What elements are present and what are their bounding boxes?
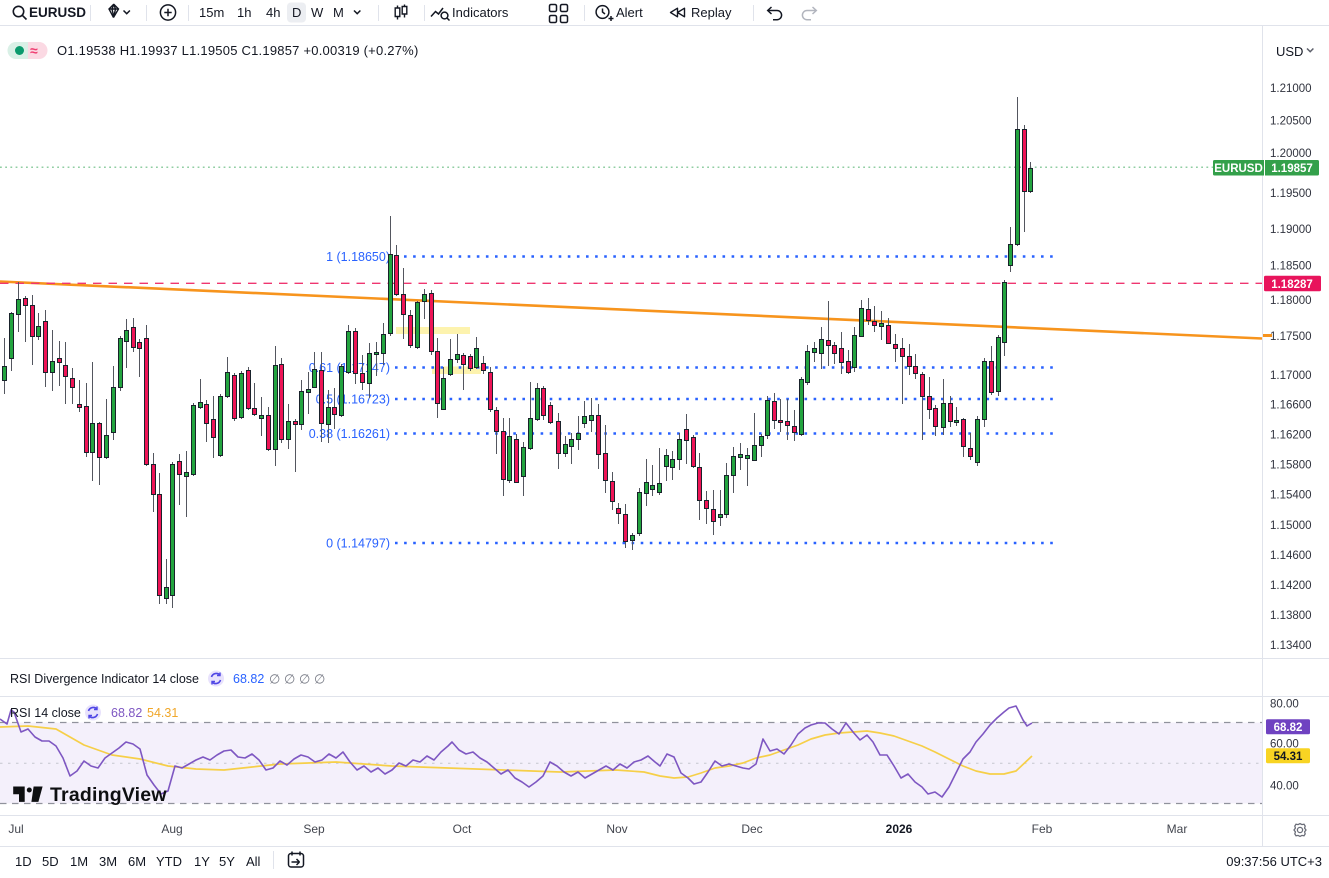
svg-text:40.00: 40.00 (1270, 781, 1299, 793)
svg-text:0.38 (1.16261): 0.38 (1.16261) (309, 427, 390, 441)
svg-text:RSI Divergence Indicator 14 cl: RSI Divergence Indicator 14 close (10, 672, 199, 686)
svg-text:USD: USD (1276, 44, 1303, 59)
svg-text:1 (1.18650): 1 (1.18650) (326, 250, 390, 264)
svg-text:Mar: Mar (1167, 822, 1188, 836)
svg-text:54.31: 54.31 (1274, 751, 1303, 763)
svg-text:M: M (333, 5, 344, 20)
svg-text:EURUSD: EURUSD (1214, 163, 1263, 175)
svg-text:∅: ∅ (284, 672, 295, 687)
svg-text:1.15000: 1.15000 (1270, 520, 1312, 532)
svg-text:1.18500: 1.18500 (1270, 261, 1312, 273)
svg-text:1.19857: 1.19857 (1271, 163, 1313, 175)
svg-text:1.18287: 1.18287 (1271, 279, 1313, 291)
svg-text:Sep: Sep (303, 822, 325, 836)
svg-text:Indicators: Indicators (452, 5, 509, 20)
svg-text:1.15400: 1.15400 (1270, 490, 1312, 502)
svg-text:54.31: 54.31 (147, 706, 178, 720)
svg-text:1h: 1h (237, 5, 251, 20)
svg-text:1.17000: 1.17000 (1270, 370, 1312, 382)
svg-text:Dec: Dec (741, 822, 762, 836)
svg-text:1.20500: 1.20500 (1270, 116, 1312, 128)
svg-text:Aug: Aug (161, 822, 182, 836)
svg-text:≈: ≈ (30, 43, 38, 59)
svg-text:D: D (292, 5, 301, 20)
svg-text:68.82: 68.82 (1274, 722, 1303, 734)
svg-text:60.00: 60.00 (1270, 739, 1299, 751)
svg-text:EURUSD: EURUSD (29, 5, 86, 20)
svg-text:W: W (311, 5, 324, 20)
svg-text:∅: ∅ (299, 672, 310, 687)
svg-text:1.16200: 1.16200 (1270, 430, 1312, 442)
svg-text:1Y: 1Y (194, 854, 210, 869)
svg-text:YTD: YTD (156, 854, 182, 869)
svg-text:0 (1.14797): 0 (1.14797) (326, 537, 390, 551)
svg-text:1M: 1M (70, 854, 88, 869)
svg-text:1.18000: 1.18000 (1270, 295, 1312, 307)
svg-text:1.14200: 1.14200 (1270, 580, 1312, 592)
svg-text:6M: 6M (128, 854, 146, 869)
svg-text:1.21000: 1.21000 (1270, 83, 1312, 95)
svg-text:1.16600: 1.16600 (1270, 400, 1312, 412)
svg-text:1.17500: 1.17500 (1270, 331, 1312, 343)
svg-text:Feb: Feb (1032, 822, 1053, 836)
svg-text:09:37:56 UTC+3: 09:37:56 UTC+3 (1226, 854, 1322, 869)
svg-text:15m: 15m (199, 5, 224, 20)
svg-text:Replay: Replay (691, 5, 732, 20)
svg-text:80.00: 80.00 (1270, 699, 1299, 711)
svg-text:5Y: 5Y (219, 854, 235, 869)
svg-text:1.20000: 1.20000 (1270, 148, 1312, 160)
svg-text:1.19500: 1.19500 (1270, 188, 1312, 200)
svg-text:∅: ∅ (269, 672, 280, 687)
svg-text:1.15800: 1.15800 (1270, 460, 1312, 472)
svg-text:∅: ∅ (314, 672, 325, 687)
svg-text:O1.19538 H1.19937 L1.19505 C1.: O1.19538 H1.19937 L1.19505 C1.19857 +0.0… (57, 43, 419, 58)
svg-text:68.82: 68.82 (111, 706, 142, 720)
svg-text:1.13400: 1.13400 (1270, 640, 1312, 652)
svg-text:4h: 4h (266, 5, 280, 20)
svg-text:RSI 14 close: RSI 14 close (10, 706, 81, 720)
svg-text:All: All (246, 854, 261, 869)
svg-text:0.5 (1.16723): 0.5 (1.16723) (316, 393, 390, 407)
svg-text:TradingView: TradingView (50, 784, 167, 806)
svg-text:68.82: 68.82 (233, 672, 264, 686)
svg-text:Oct: Oct (453, 822, 472, 836)
svg-text:2026: 2026 (886, 822, 913, 836)
svg-text:1D: 1D (15, 854, 32, 869)
svg-text:1.14600: 1.14600 (1270, 550, 1312, 562)
svg-text:Nov: Nov (606, 822, 627, 836)
svg-text:3M: 3M (99, 854, 117, 869)
svg-text:Jul: Jul (8, 822, 23, 836)
svg-text:5D: 5D (42, 854, 59, 869)
svg-text:1.19000: 1.19000 (1270, 224, 1312, 236)
svg-text:1.13800: 1.13800 (1270, 610, 1312, 622)
svg-text:Alert: Alert (616, 5, 643, 20)
